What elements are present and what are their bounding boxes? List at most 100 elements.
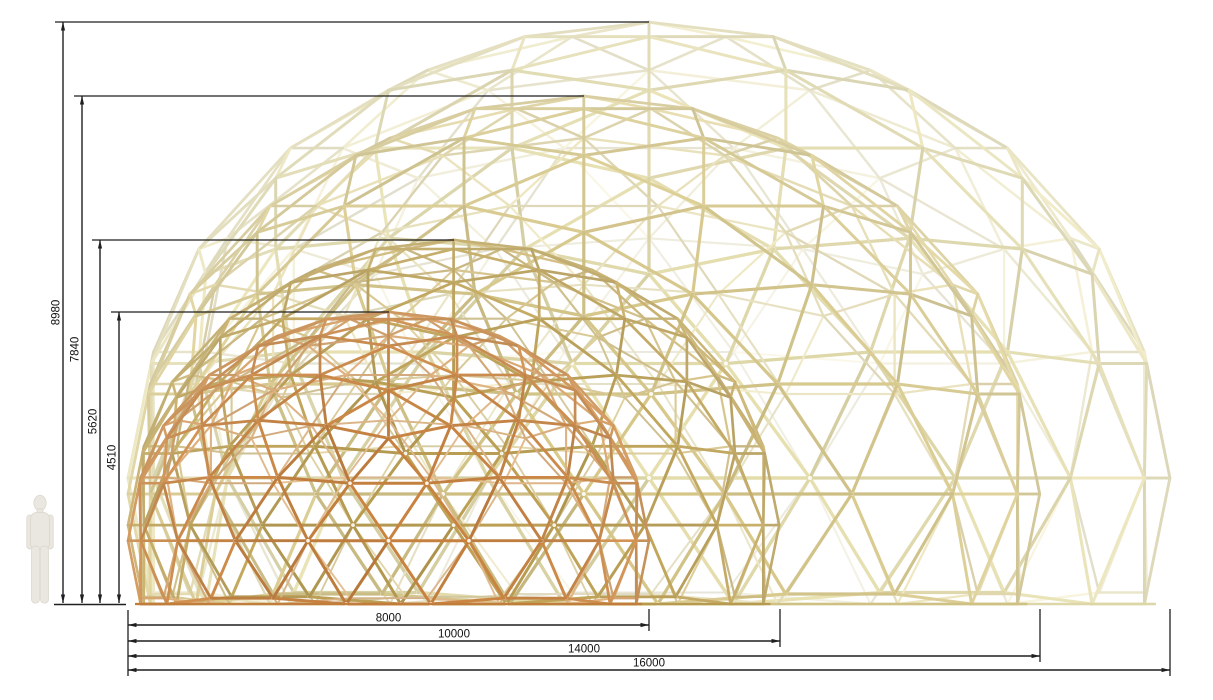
- dome-strut: [515, 107, 586, 140]
- dome-strut: [162, 388, 204, 427]
- dome-strut: [289, 268, 370, 284]
- dome-strut: [176, 539, 213, 600]
- dome-strut: [255, 204, 272, 234]
- dome-strut: [260, 523, 311, 599]
- dome-strut: [250, 437, 275, 485]
- dome-strut: [462, 107, 477, 140]
- dome-strut: [324, 424, 352, 485]
- dome-strut: [893, 492, 955, 596]
- dome-strut: [497, 475, 544, 543]
- dome-strut: [530, 247, 618, 284]
- dome-strut: [310, 373, 348, 427]
- dome-strut: [784, 68, 911, 92]
- dome-strut: [649, 382, 780, 396]
- dome-strut: [387, 424, 453, 440]
- dome-strut: [582, 107, 706, 140]
- dome-strut: [452, 247, 503, 272]
- dome-strut: [530, 247, 541, 272]
- dome-strut: [141, 396, 178, 455]
- dome-strut: [441, 154, 511, 208]
- dome-strut: [255, 204, 346, 296]
- dome-strut: [455, 334, 527, 377]
- dome-strut: [318, 373, 328, 428]
- dome-strut: [649, 107, 726, 157]
- dome-strut: [429, 539, 471, 606]
- dome-strut: [608, 424, 615, 440]
- dome-strut: [523, 20, 651, 39]
- dome-strut: [909, 230, 980, 296]
- dome-strut: [615, 281, 627, 321]
- dome-strut: [387, 539, 433, 606]
- dome-strut: [676, 444, 719, 527]
- dome-strut: [313, 444, 355, 527]
- dome-strut: [517, 418, 577, 428]
- dome-strut: [500, 452, 556, 527]
- dome-strut: [500, 444, 594, 455]
- dome-strut: [808, 350, 873, 480]
- dome-strut: [148, 492, 198, 606]
- dome-strut: [582, 107, 653, 140]
- dome-strut: [449, 317, 520, 348]
- dome-strut: [615, 281, 689, 339]
- dome-strut: [387, 317, 459, 338]
- dimension-arrow: [60, 22, 66, 31]
- dome-strut: [452, 396, 504, 455]
- dome-strut: [502, 437, 527, 485]
- dome-strut: [324, 424, 390, 440]
- dome-strut: [281, 281, 293, 321]
- dome-strut: [674, 595, 732, 606]
- dome-strut: [126, 362, 153, 480]
- dome-strut: [373, 146, 391, 240]
- dome-strut: [771, 236, 912, 251]
- dome-hub: [351, 523, 355, 527]
- dome-strut: [467, 344, 505, 392]
- dome-strut: [188, 230, 259, 296]
- dome-strut: [685, 380, 737, 455]
- dome-strut: [517, 373, 527, 422]
- dome-hub: [807, 475, 812, 481]
- dome-strut: [564, 539, 601, 600]
- dome-strut: [141, 452, 146, 527]
- dome-strut: [850, 204, 896, 296]
- dome-strut: [462, 107, 586, 140]
- dimension-arrow: [640, 622, 649, 628]
- dome-strut: [452, 247, 541, 272]
- dome-strut: [732, 146, 804, 251]
- dome-strut: [250, 344, 260, 377]
- dome-strut: [674, 523, 719, 599]
- dome-strut: [1002, 476, 1072, 595]
- dome-strut: [537, 317, 618, 377]
- dome-strut: [715, 523, 732, 606]
- dome-strut: [500, 247, 556, 284]
- dome-strut: [895, 292, 913, 386]
- dome-strut: [953, 146, 1006, 251]
- dome-strut: [441, 107, 518, 157]
- dome-strut: [473, 230, 586, 296]
- dome-strut: [289, 373, 317, 448]
- dome-strut: [776, 382, 854, 496]
- dome-strut: [537, 268, 618, 284]
- dome-strut: [288, 88, 390, 150]
- dome-strut: [341, 350, 430, 480]
- dome-strut: [691, 204, 706, 296]
- dome-strut: [573, 424, 612, 440]
- dome-strut: [537, 268, 627, 321]
- dome-strut: [729, 396, 766, 455]
- dome-strut: [425, 481, 471, 543]
- dome-strut: [307, 523, 355, 599]
- dome-strut: [313, 444, 407, 455]
- dome-hub: [649, 391, 654, 397]
- dome-strut: [510, 68, 651, 92]
- dome-strut: [170, 444, 231, 455]
- dome-strut: [126, 539, 142, 606]
- dome-strut: [808, 476, 882, 595]
- dome-strut: [462, 136, 586, 157]
- dome-strut: [462, 153, 586, 208]
- dome-hub: [552, 523, 557, 527]
- dome-strut: [188, 523, 234, 599]
- dome-strut: [1069, 236, 1101, 251]
- dome-strut: [784, 231, 896, 296]
- dome-strut: [141, 380, 174, 455]
- dome-strut: [656, 492, 727, 606]
- dome-strut: [250, 373, 260, 422]
